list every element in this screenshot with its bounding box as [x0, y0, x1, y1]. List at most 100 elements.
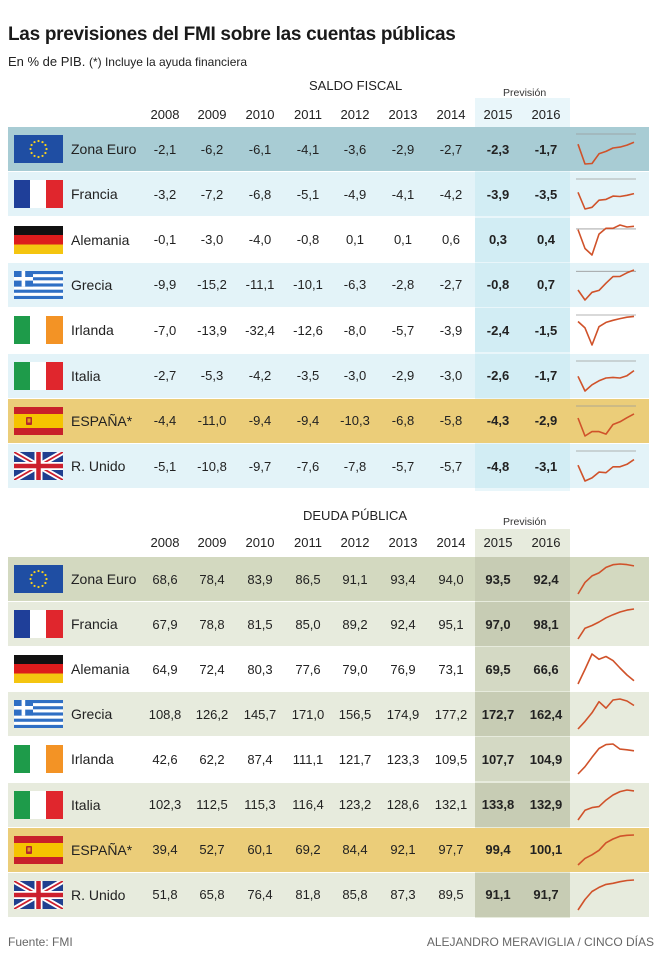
year-header: 2011 [294, 535, 322, 550]
country-name: Italia [71, 796, 101, 813]
year-header: 2009 [197, 535, 227, 550]
sparkline [576, 877, 636, 913]
year-header: 2014 [436, 535, 466, 550]
germany-flag [14, 655, 63, 684]
value-cell: -9,4 [248, 413, 272, 429]
italy-flag [14, 361, 63, 390]
value-cell: -3,2 [153, 186, 177, 202]
forecast-value-cell: 104,9 [529, 751, 563, 767]
row-forecast-cell [475, 737, 570, 782]
value-cell: 92,4 [390, 616, 416, 632]
forecast-value-cell: 93,5 [485, 571, 511, 587]
sparkline-series [577, 315, 635, 346]
value-cell: 128,6 [386, 797, 420, 812]
sparkline [576, 176, 636, 212]
sparkline [576, 787, 636, 823]
value-cell: 64,9 [152, 661, 178, 677]
greece-flag [14, 270, 63, 299]
forecast-value-cell: -4,3 [486, 413, 510, 429]
row-forecast-cell [475, 782, 570, 827]
sparkline-series [577, 269, 635, 301]
country-name: Grecia [71, 276, 113, 293]
forecast-value-cell: 66,6 [533, 661, 559, 677]
table-row-alemania: Alemania -0,1 -3,0 -4,0 -0,8 0,1 0,1 0,6 0,3 0,4 [8, 217, 649, 262]
credit-note: ALEJANDRO MERAVIGLIA / CINCO DÍAS [426, 935, 654, 949]
row-forecast-cell [475, 262, 570, 307]
year-header: 2013 [388, 535, 418, 550]
forecast-value-cell: -3,9 [486, 186, 510, 202]
sparkline [576, 222, 636, 258]
value-cell: 89,5 [438, 887, 464, 903]
subtitle-note: (*) Incluye la ayuda financiera [88, 55, 248, 69]
value-cell: 60,1 [247, 842, 273, 858]
uk-flag [14, 452, 63, 481]
value-cell: -2,7 [439, 141, 463, 157]
value-cell: -7,2 [200, 186, 224, 202]
value-cell: -4,1 [391, 186, 415, 202]
value-cell: 52,7 [199, 842, 225, 858]
value-cell: -13,9 [197, 322, 227, 338]
value-cell: 94,0 [438, 571, 464, 587]
value-cell: 112,5 [196, 797, 228, 812]
value-cell: -4,4 [153, 413, 177, 429]
value-cell: -9,7 [248, 458, 272, 474]
value-cell: -3,0 [439, 368, 463, 383]
forecast-value-cell: 91,1 [485, 887, 511, 903]
value-cell: -3,6 [343, 141, 367, 157]
chart-subtitle: En % de PIB. (*) Incluye la ayuda financ… [8, 54, 247, 69]
forecast-value-cell: 92,4 [533, 571, 559, 587]
value-cell: 62,2 [199, 751, 225, 767]
year-header: 2016 [531, 535, 561, 550]
row-forecast-cell [475, 557, 570, 601]
table-row-grecia: Grecia 108,8 126,2 145,7 171,0 156,5 174,9 177,… [8, 692, 649, 737]
forecast-value-cell: 0,7 [536, 277, 556, 293]
sparkline [576, 403, 636, 439]
value-cell: 145,7 [243, 706, 277, 722]
sparkline [576, 267, 636, 303]
row-forecast-cell [475, 602, 570, 647]
value-cell: -9,9 [153, 277, 177, 293]
table-row-r-unido: R. Unido -5,1 -10,8 -9,7 -7,6 -7,8 -5,7 -5,7 -4,… [8, 444, 649, 489]
value-cell: 86,5 [295, 571, 321, 587]
row-forecast-cell [475, 444, 570, 489]
value-cell: 95,1 [438, 616, 464, 632]
ireland-flag [14, 316, 63, 345]
row-forecast-cell [475, 872, 570, 917]
value-cell: 73,1 [438, 661, 464, 677]
value-cell: 93,4 [390, 571, 416, 587]
country-name: Alemania [71, 231, 130, 248]
year-header: 2011 [294, 107, 322, 122]
year-header: 2012 [340, 535, 370, 550]
forecast-value-cell: -3,5 [534, 186, 558, 202]
value-cell: -5,1 [296, 186, 320, 202]
value-cell: 87,3 [390, 887, 416, 903]
forecast-label: Previsión [503, 516, 547, 528]
value-cell: -5,8 [439, 413, 463, 429]
spain-flag [14, 406, 63, 435]
country-name: Zona Euro [71, 571, 137, 587]
value-cell: -5,3 [200, 368, 224, 383]
value-cell: 87,4 [247, 751, 273, 767]
year-header: 2015 [483, 535, 513, 550]
value-cell: -32,4 [245, 322, 275, 338]
value-cell: 68,6 [152, 571, 178, 587]
value-cell: 42,6 [152, 751, 178, 767]
forecast-value-cell: 91,7 [533, 887, 559, 903]
value-cell: -9,4 [296, 413, 320, 429]
value-cell: 92,1 [390, 842, 416, 858]
forecast-label: Previsión [503, 87, 547, 99]
value-cell: 132,1 [434, 797, 468, 812]
table-row-zona-euro: Zona Euro -2,1 -6,2 -6,1 -4,1 -3,6 -2,9 -2,7 -2,… [8, 127, 649, 171]
value-cell: -2,7 [439, 277, 463, 293]
forecast-value-cell: 69,5 [485, 661, 511, 677]
row-forecast-cell [475, 217, 570, 262]
value-cell: -4,2 [439, 186, 463, 202]
value-cell: 123,3 [386, 751, 420, 767]
country-name: Francia [71, 616, 118, 633]
forecast-value-cell: -0,8 [486, 277, 510, 293]
year-header: 2014 [436, 107, 466, 122]
value-cell: -4,9 [343, 186, 367, 202]
value-cell: -4,1 [296, 141, 320, 157]
value-cell: -10,3 [340, 413, 370, 429]
value-cell: -6,1 [248, 141, 272, 157]
